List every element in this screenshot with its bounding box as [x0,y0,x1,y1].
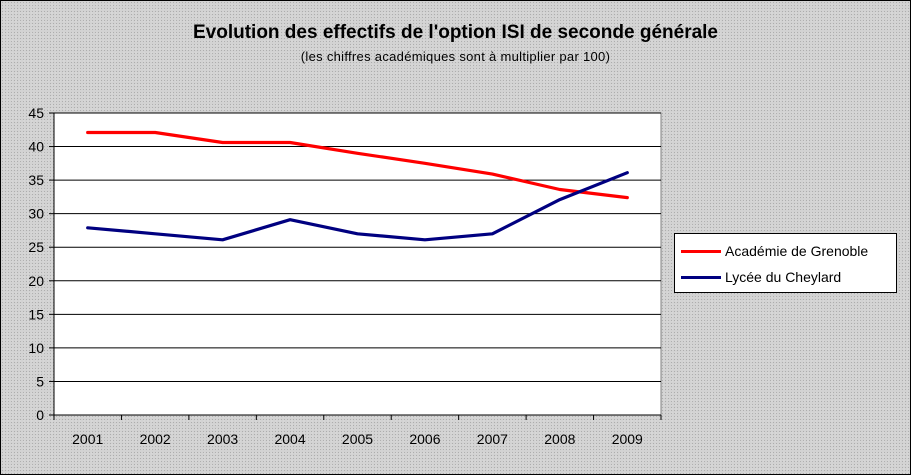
y-tick-label: 15 [28,306,44,322]
legend-item-0: Académie de Grenoble [681,241,868,261]
x-tick-label: 2004 [274,431,305,447]
x-tick-label: 2002 [140,431,171,447]
x-tick-label: 2007 [477,431,508,447]
x-tick-label: 2006 [409,431,440,447]
plot-area [53,112,662,416]
x-tick-label: 2009 [612,431,643,447]
x-tick-label: 2008 [544,431,575,447]
y-tick-label: 5 [36,373,44,389]
y-tick-label: 10 [28,340,44,356]
series-line-0 [86,130,629,200]
legend-swatch-0 [681,249,721,253]
legend-label-0: Académie de Grenoble [725,243,869,259]
axes [49,112,662,420]
y-tick-label: 35 [28,172,44,188]
y-tick-label: 25 [28,239,44,255]
grid-lines [54,112,661,382]
x-tick-label: 2005 [342,431,373,447]
chart-subtitle: (les chiffres académiques sont à multipl… [300,49,611,64]
y-tick-labels: 0 5 10 15 20 25 30 35 40 45 [28,105,44,423]
y-tick-label: 0 [36,407,44,423]
legend-item-1: Lycée du Cheylard [681,267,841,287]
legend-label-1: Lycée du Cheylard [725,269,842,285]
legend: Académie de Grenoble Lycée du Cheylard [674,233,897,293]
x-tick-label: 2001 [72,431,103,447]
y-tick-label: 40 [28,139,44,155]
legend-swatch-1 [681,275,721,279]
y-tick-label: 30 [28,206,44,222]
chart-title: Evolution des effectifs de l'option ISI … [192,22,718,43]
x-tick-label: 2003 [207,431,238,447]
y-tick-label: 20 [28,273,44,289]
series-line-1 [86,171,629,242]
y-tick-label: 45 [28,105,44,121]
series-lines [86,130,629,242]
x-tick-labels: 2001 2002 2003 2004 2005 2006 2007 2008 2009 [72,431,643,447]
